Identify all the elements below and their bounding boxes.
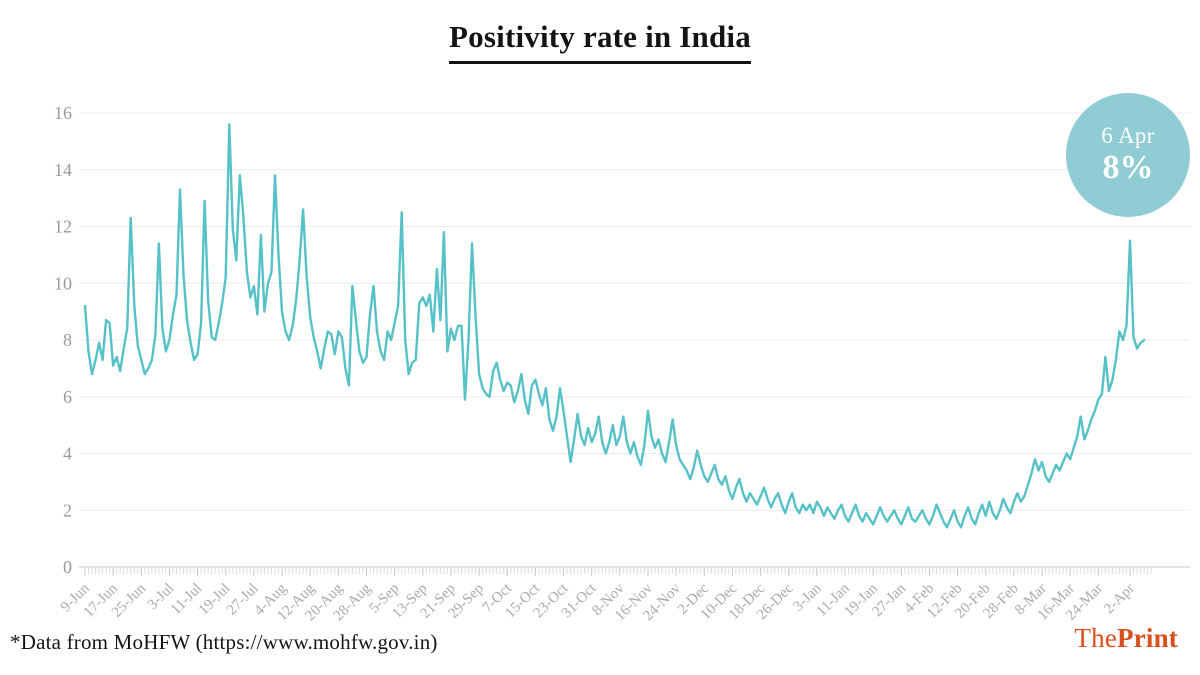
- y-tick-label: 14: [54, 160, 72, 180]
- title-wrap: Positivity rate in India: [0, 19, 1200, 65]
- y-tick-label: 12: [54, 217, 72, 237]
- x-tick-label: 27-Jan: [870, 580, 910, 620]
- data-source-note: *Data from MoHFW (https://www.mohfw.gov.…: [10, 630, 438, 654]
- y-tick-label: 16: [54, 103, 72, 123]
- y-tick-label: 10: [54, 273, 72, 293]
- x-tick-label: 2-Apr: [1101, 581, 1138, 618]
- y-tick-label: 0: [63, 557, 72, 577]
- latest-value-badge: 6 Apr 8%: [1066, 93, 1190, 217]
- x-tick-label: 19-Jul: [196, 581, 234, 619]
- positivity-line: [83, 123, 1146, 529]
- y-tick-label: 4: [63, 444, 72, 464]
- brand-the: The: [1074, 623, 1117, 653]
- badge-value: 8%: [1102, 149, 1154, 187]
- brand-print: Print: [1117, 623, 1178, 653]
- y-tick-label: 2: [63, 500, 72, 520]
- page-title: Positivity rate in India: [449, 19, 751, 65]
- y-tick-label: 8: [63, 330, 72, 350]
- badge-date: 6 Apr: [1101, 123, 1155, 149]
- y-tick-label: 6: [63, 387, 72, 407]
- theprint-logo: ThePrint: [1074, 623, 1178, 654]
